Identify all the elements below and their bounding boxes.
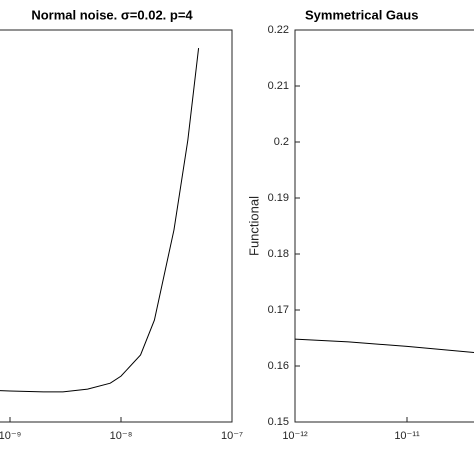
data-line (294, 338, 474, 354)
chart-title: Symmetrical Gaus (305, 7, 418, 22)
y-tick-label: 0.19 (268, 192, 289, 204)
x-tick-label: 10⁻⁸ (110, 430, 133, 442)
y-axis-label: Functional (246, 196, 261, 256)
x-tick-label: 10⁻¹² (282, 430, 308, 442)
x-tick-label: 10⁻¹¹ (394, 430, 420, 442)
x-tick-label: 10⁻⁷ (221, 430, 243, 442)
x-tick-label: 10⁻⁹ (0, 430, 21, 442)
y-tick-label: 0.21 (268, 80, 289, 92)
y-tick-label: 0.17 (268, 304, 289, 316)
axes-box (294, 29, 474, 423)
y-tick-label: 0.18 (268, 248, 289, 260)
data-line (0, 47, 200, 393)
y-tick-label: 0.16 (268, 360, 289, 372)
y-tick-label: 0.15 (268, 416, 289, 428)
axes-box (0, 29, 233, 423)
chart-title: Normal noise. σ=0.02. p=4 (31, 7, 193, 22)
y-tick-label: 0.22 (268, 24, 289, 36)
y-tick-label: 0.2 (274, 136, 289, 148)
